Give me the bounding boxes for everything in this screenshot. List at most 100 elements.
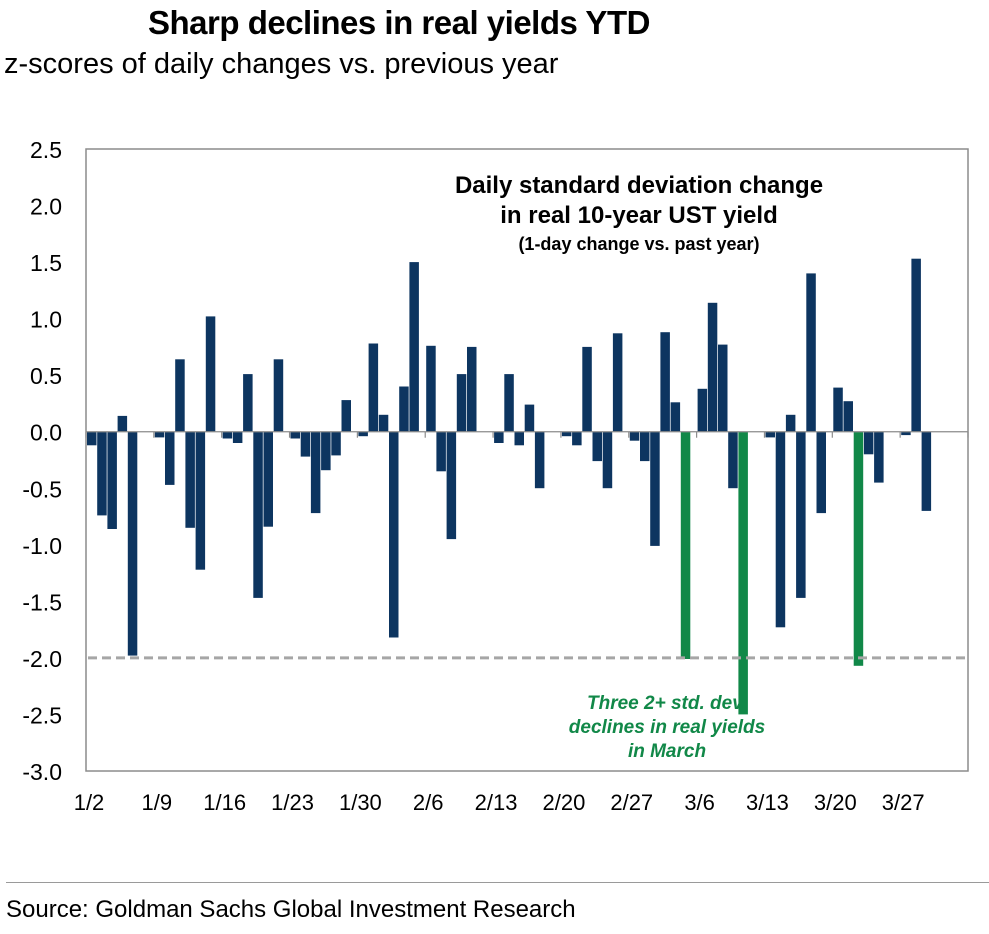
bar — [341, 400, 351, 432]
bar — [310, 431, 321, 514]
bar — [389, 431, 399, 638]
x-tick-label: 3/27 — [882, 790, 925, 815]
bar — [127, 431, 138, 656]
bar — [87, 431, 97, 446]
page-subtitle: z-scores of daily changes vs. previous y… — [4, 48, 559, 80]
bar — [796, 431, 806, 598]
bar — [612, 333, 623, 432]
annotation-line: Three 2+ std. dev. — [587, 693, 747, 714]
bar — [263, 431, 273, 527]
highlight-bar — [738, 431, 748, 715]
x-tick-label: 3/13 — [746, 790, 789, 815]
y-tick-label: 1.5 — [30, 250, 62, 276]
bar — [806, 273, 816, 432]
bar — [843, 401, 853, 432]
bar — [775, 431, 786, 628]
bar — [640, 431, 650, 462]
annotation-line: declines in real yields — [569, 717, 765, 738]
highlight-bar — [680, 431, 691, 659]
bar — [602, 431, 613, 489]
x-tick-label: 3/6 — [684, 790, 715, 815]
y-tick-label: -2.5 — [22, 702, 62, 728]
highlight-bar — [853, 431, 864, 666]
bar — [409, 262, 419, 432]
bar — [561, 431, 572, 437]
bar — [222, 431, 233, 439]
bar — [833, 387, 843, 432]
bar — [97, 431, 107, 516]
chart-title-note: (1-day change vs. past year) — [518, 234, 759, 254]
footer-divider — [6, 882, 989, 883]
bar — [154, 431, 165, 438]
bar — [921, 431, 932, 511]
bar — [816, 431, 826, 514]
bar — [467, 346, 477, 432]
x-tick-label: 2/20 — [543, 790, 586, 815]
bar — [670, 402, 681, 432]
x-tick-label: 1/30 — [339, 790, 382, 815]
x-tick-label: 1/16 — [203, 790, 246, 815]
y-tick-label: 0.5 — [30, 363, 62, 389]
bar — [205, 316, 216, 432]
bar — [175, 359, 185, 432]
bar — [582, 346, 592, 432]
bar — [650, 431, 660, 546]
bar — [785, 414, 796, 432]
bar — [494, 431, 504, 443]
bar — [300, 431, 311, 457]
y-tick-label: -1.5 — [22, 589, 62, 615]
bar-chart: 2.5 2.0 1.5 1.0 0.5 0.0 -0.5 -1.0 -1.5 -2.0 -2.5 -3… — [22, 137, 969, 815]
y-tick-label: 0.0 — [30, 420, 62, 446]
y-tick-label: 2.0 — [30, 194, 62, 220]
bar — [660, 332, 670, 432]
chart-title-line: in real 10-year UST yield — [500, 202, 777, 229]
bar — [874, 431, 884, 483]
bar — [107, 431, 117, 529]
bar — [399, 386, 409, 432]
bar — [426, 345, 436, 432]
bar — [290, 431, 300, 439]
bar — [456, 374, 467, 432]
y-tick-label: -0.5 — [22, 476, 62, 502]
bar — [243, 374, 253, 432]
bar — [572, 431, 582, 446]
x-tick-label: 1/9 — [142, 790, 173, 815]
x-tick-label: 3/20 — [814, 790, 857, 815]
bar — [524, 404, 535, 432]
bar — [273, 359, 284, 432]
bar — [514, 431, 524, 446]
bar — [697, 388, 708, 432]
bar — [378, 414, 389, 432]
bar — [728, 431, 738, 489]
bar — [718, 344, 728, 432]
bar — [368, 343, 379, 432]
page-title: Sharp declines in real yields YTD — [148, 4, 650, 41]
bar — [165, 431, 175, 485]
x-tick-label: 2/27 — [610, 790, 653, 815]
x-tick-label: 2/13 — [475, 790, 518, 815]
bar — [185, 431, 195, 528]
bar — [253, 431, 263, 598]
bar — [321, 431, 331, 471]
chart-title-line: Daily standard deviation change — [455, 172, 823, 199]
bar — [707, 302, 718, 432]
bar — [504, 374, 514, 432]
bar — [436, 431, 446, 472]
bar — [629, 431, 640, 441]
source-note: Source: Goldman Sachs Global Investment … — [6, 896, 576, 923]
bar — [117, 415, 128, 432]
bar — [195, 431, 206, 570]
x-tick-label: 1/2 — [74, 790, 105, 815]
bar — [446, 431, 457, 540]
y-tick-label: -3.0 — [22, 759, 62, 785]
plot-frame — [85, 148, 969, 772]
bar — [863, 431, 874, 455]
bar — [331, 431, 341, 456]
y-tick-label: 2.5 — [30, 137, 62, 163]
bar — [534, 431, 545, 489]
y-tick-label: 1.0 — [30, 307, 62, 333]
y-tick-label: -2.0 — [22, 646, 62, 672]
y-tick-label: -1.0 — [22, 533, 62, 559]
bar — [232, 431, 243, 443]
bar — [358, 431, 368, 437]
